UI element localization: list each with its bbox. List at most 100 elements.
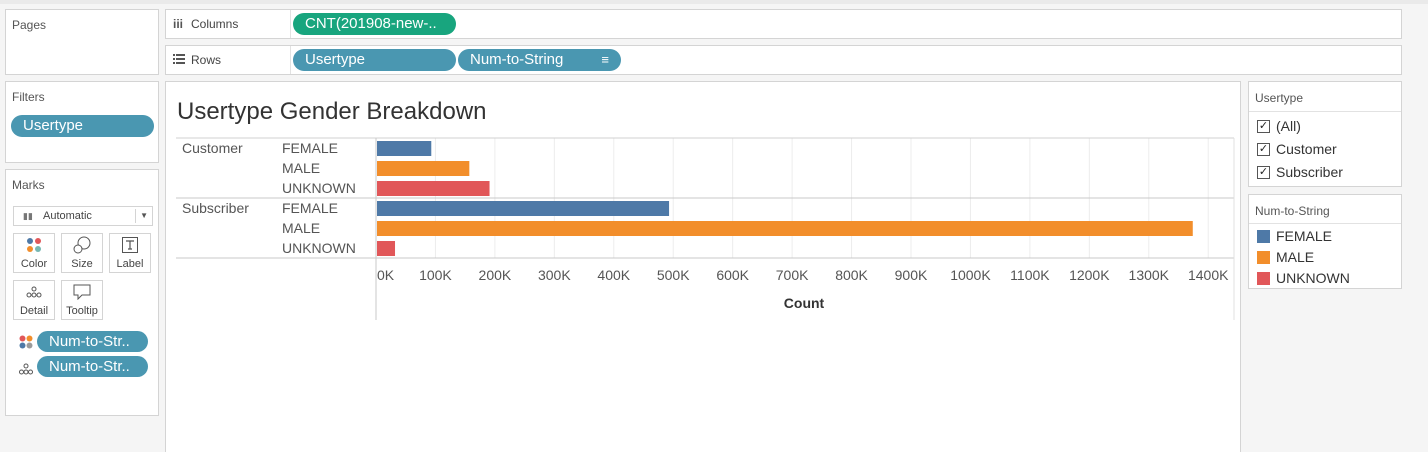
- detail-icon: [14, 281, 54, 303]
- usertype-legend-title: Usertype: [1255, 91, 1304, 105]
- x-tick-label: 200K: [479, 267, 512, 283]
- x-tick-label: 900K: [895, 267, 928, 283]
- color-icon: [14, 234, 54, 256]
- bar: [377, 161, 470, 176]
- detail-button[interactable]: Detail: [13, 280, 55, 320]
- legend-item-unknown[interactable]: UNKNOWN: [1257, 270, 1350, 286]
- rows-divider: [290, 46, 291, 74]
- columns-icon: iii: [173, 17, 184, 31]
- detail-label: Detail: [19, 305, 49, 317]
- top-strip: [0, 0, 1428, 4]
- color-label: Color: [20, 258, 48, 270]
- filter-option-label: (All): [1276, 118, 1301, 134]
- tooltip-icon: [62, 281, 102, 303]
- x-tick-label: 1300K: [1129, 267, 1170, 283]
- legend-label: MALE: [1276, 249, 1315, 265]
- x-tick-label: 1100K: [1010, 267, 1050, 283]
- filters-title: Filters: [12, 90, 45, 104]
- legend-item-female[interactable]: FEMALE: [1257, 228, 1332, 244]
- usertype-legend[interactable]: Usertype ✓ (All) ✓ Customer ✓ Subscriber: [1248, 81, 1402, 187]
- columns-label: Columns: [191, 17, 239, 31]
- chart-title: Usertype Gender Breakdown: [177, 98, 487, 125]
- checkbox-checked-icon[interactable]: ✓: [1257, 119, 1270, 133]
- tooltip-label: Tooltip: [66, 305, 98, 317]
- color-legend[interactable]: Num-to-String FEMALE MALE UNKNOWN: [1248, 194, 1402, 289]
- marks-card[interactable]: Marks ▮▮ Automatic ▼ Color Size Label De…: [5, 169, 159, 416]
- x-tick-label: 500K: [657, 267, 690, 283]
- filter-option-label: Subscriber: [1276, 164, 1343, 180]
- color-icon: [19, 335, 33, 354]
- x-tick-label: 1200K: [1069, 267, 1110, 283]
- legend-label: FEMALE: [1276, 228, 1333, 244]
- legend-swatch: [1257, 250, 1270, 264]
- x-tick-label: 100K: [419, 267, 452, 283]
- x-tick-label: 300K: [538, 267, 571, 283]
- color-legend-title: Num-to-String: [1255, 204, 1330, 218]
- marks-pill-color[interactable]: Num-to-Str..: [37, 331, 148, 352]
- legend-item-male[interactable]: MALE: [1257, 249, 1314, 265]
- row-category-label: UNKNOWN: [282, 240, 356, 256]
- legend-label: UNKNOWN: [1276, 270, 1350, 286]
- bar: [377, 201, 670, 216]
- bar: [377, 181, 490, 196]
- filter-option-customer[interactable]: ✓ Customer: [1257, 141, 1337, 157]
- color-button[interactable]: Color: [13, 233, 55, 273]
- bar: [377, 241, 396, 256]
- label-label: Label: [116, 258, 144, 270]
- rows-icon: [173, 52, 185, 70]
- row-category-label: MALE: [282, 220, 320, 236]
- filter-option-subscriber[interactable]: ✓ Subscriber: [1257, 164, 1343, 180]
- mark-type-dropdown[interactable]: ▮▮ Automatic ▼: [13, 206, 153, 226]
- chart-card: Usertype Gender Breakdown Customer FEMALE…: [165, 81, 1241, 452]
- bar: [377, 221, 1193, 236]
- rows-pill-num-to-string[interactable]: Num-to-String ≡: [458, 49, 621, 71]
- x-tick-label: 800K: [835, 267, 868, 283]
- label-button[interactable]: Label: [109, 233, 151, 273]
- columns-pill[interactable]: CNT(201908-new-..: [293, 13, 456, 35]
- chevron-down-icon: ▼: [140, 211, 148, 220]
- size-button[interactable]: Size: [61, 233, 103, 273]
- chart-svg: Usertype Gender Breakdown Customer FEMALE…: [176, 98, 1235, 320]
- checkbox-checked-icon[interactable]: ✓: [1257, 165, 1270, 179]
- row-group-label: Subscriber: [182, 200, 249, 216]
- mark-type-label: Automatic: [43, 210, 92, 222]
- rows-pill-num-to-string-label: Num-to-String: [470, 51, 564, 68]
- x-tick-label: 600K: [716, 267, 749, 283]
- checkbox-checked-icon[interactable]: ✓: [1257, 142, 1270, 156]
- x-tick-label: 400K: [597, 267, 630, 283]
- size-label: Size: [71, 258, 93, 270]
- legend-divider: [1249, 223, 1401, 224]
- columns-shelf[interactable]: iii Columns CNT(201908-new-..: [165, 9, 1402, 39]
- x-tick-label: 0K: [377, 267, 395, 283]
- tooltip-button[interactable]: Tooltip: [61, 280, 103, 320]
- dropdown-divider: [135, 209, 136, 223]
- pages-card[interactable]: Pages: [5, 9, 159, 75]
- x-tick-label: 700K: [776, 267, 809, 283]
- detail-icon: [19, 362, 33, 380]
- bar-chart-icon: ▮▮: [23, 211, 33, 221]
- x-axis-title: Count: [784, 295, 825, 311]
- marks-title: Marks: [12, 178, 45, 192]
- x-tick-label: 1000K: [950, 267, 991, 283]
- filter-pill-usertype[interactable]: Usertype: [11, 115, 154, 137]
- size-icon: [62, 234, 102, 256]
- pages-title: Pages: [12, 18, 47, 32]
- row-category-label: FEMALE: [282, 200, 338, 216]
- rows-shelf[interactable]: Rows Usertype Num-to-String ≡: [165, 45, 1402, 75]
- filter-option-label: Customer: [1276, 141, 1337, 157]
- rows-label: Rows: [191, 53, 222, 67]
- row-category-label: MALE: [282, 160, 320, 176]
- filter-option-all[interactable]: ✓ (All): [1257, 118, 1301, 134]
- row-category-label: FEMALE: [282, 140, 338, 156]
- row-category-label: UNKNOWN: [282, 180, 356, 196]
- row-group-label: Customer: [182, 140, 243, 156]
- marks-pill-detail[interactable]: Num-to-Str..: [37, 356, 148, 377]
- text-label-icon: [110, 234, 150, 256]
- legend-divider: [1249, 111, 1401, 112]
- legend-swatch: [1257, 229, 1270, 243]
- filters-card[interactable]: Filters Usertype: [5, 81, 159, 163]
- rows-pill-usertype[interactable]: Usertype: [293, 49, 456, 71]
- sort-icon: ≡: [601, 52, 609, 67]
- bar: [377, 141, 432, 156]
- x-tick-label: 1400K: [1188, 267, 1229, 283]
